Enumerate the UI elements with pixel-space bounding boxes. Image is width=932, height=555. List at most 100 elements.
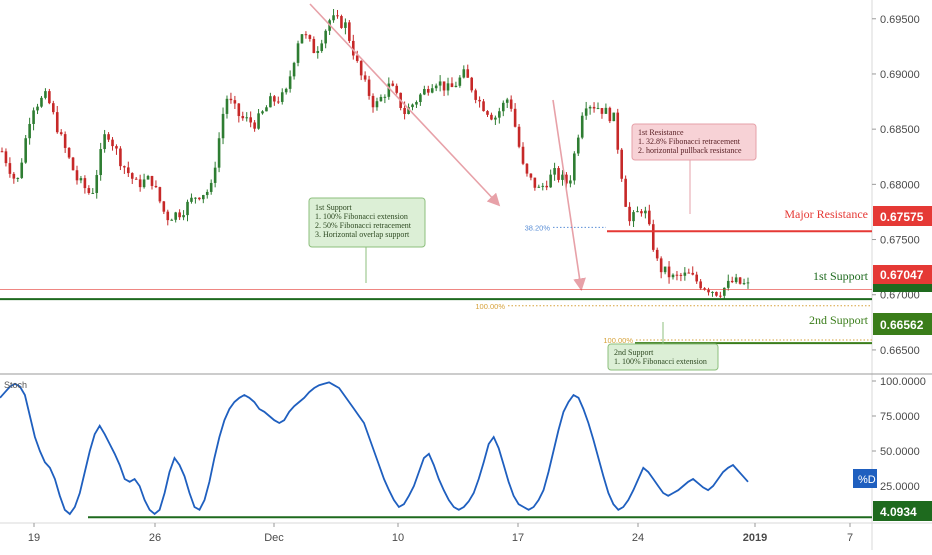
- candle-body: [632, 212, 635, 222]
- stoch-title: Stoch: [4, 380, 27, 390]
- candle-body: [280, 92, 284, 102]
- first-support-box-line-1: 1st Support: [315, 203, 352, 212]
- candle-body: [0, 151, 4, 153]
- candle-body: [537, 186, 541, 188]
- candle-body: [225, 98, 229, 114]
- candle-body: [154, 185, 158, 188]
- candle-body: [300, 34, 304, 44]
- candle-body: [288, 76, 292, 89]
- candle-body: [430, 88, 434, 93]
- candle-body: [340, 16, 343, 28]
- candle-body: [470, 77, 474, 91]
- projection-arrows: [309, 3, 586, 292]
- first-resistance-box: [631, 123, 757, 161]
- candle-body: [174, 212, 177, 220]
- candle-body: [16, 177, 20, 179]
- candle-body: [308, 35, 312, 39]
- candle-body: [490, 114, 493, 120]
- stoch-level-badge-bg: [873, 501, 932, 521]
- candle-body: [466, 69, 470, 78]
- major-resistance-badge-bg: [873, 206, 932, 226]
- candle-body: [478, 99, 481, 102]
- candlestick-series: [0, 9, 750, 300]
- candle-body: [36, 106, 39, 111]
- candle-body: [205, 191, 209, 196]
- first-resistance-annotation[interactable]: 1st Resistance 1. 32.8% Fibonacci retrac…: [631, 123, 757, 214]
- candle-body: [415, 102, 418, 105]
- major-resistance-label: Major Resistance: [784, 207, 868, 221]
- second-support-badge-bg: [873, 313, 932, 335]
- first-resistance-box-line-1: 1st Resistance: [638, 128, 684, 137]
- candle-body: [146, 175, 150, 180]
- time-tick-label: 7: [847, 532, 853, 544]
- candle-body: [580, 115, 584, 138]
- first-support-badge-bg: [873, 265, 932, 284]
- fib-level-label: 38.20%: [525, 223, 551, 232]
- stoch-d-line: [0, 381, 749, 516]
- price-tick-label: 0.69500: [880, 14, 920, 26]
- second-support-annotation[interactable]: 2nd Support 1. 100% Fibonacci extension: [607, 322, 719, 371]
- time-tick-label: 19: [28, 532, 40, 544]
- candle-body: [379, 96, 383, 102]
- candle-body: [584, 108, 588, 116]
- candle-body: [182, 215, 185, 218]
- candle-body: [292, 62, 296, 77]
- candle-body: [671, 274, 675, 278]
- candle-body: [462, 69, 466, 78]
- candle-body: [549, 174, 552, 188]
- stoch-axis: 100.0000 75.0000 50.0000 25.0000: [872, 376, 926, 493]
- second-support-box-line-1: 2nd Support: [614, 348, 654, 357]
- candle-body: [12, 173, 16, 179]
- candle-body: [194, 197, 197, 199]
- candle-body: [687, 272, 691, 274]
- candle-body: [75, 170, 79, 181]
- candle-body: [600, 108, 604, 114]
- candle-body: [71, 157, 75, 171]
- candle-body: [83, 178, 87, 189]
- time-tick-label: 2019: [743, 532, 767, 544]
- candle-body: [640, 211, 643, 214]
- candle-body: [561, 174, 564, 180]
- price-levels: [0, 230, 872, 345]
- candle-body: [730, 280, 734, 283]
- stoch-d-badge: %D: [853, 469, 877, 488]
- stoch-tick-label: 25.0000: [880, 481, 920, 493]
- candle-body: [711, 291, 714, 293]
- candle-body: [59, 132, 63, 135]
- time-axis: 19 26 Dec 10 17 24 2019 7: [28, 523, 853, 544]
- candle-body: [79, 178, 83, 181]
- candle-body: [229, 98, 233, 101]
- candle-body: [213, 167, 217, 183]
- candle-body: [482, 101, 485, 112]
- candle-body: [573, 153, 576, 181]
- candle-body: [241, 116, 245, 119]
- first-support-badge-text: 0.67047: [880, 268, 924, 282]
- candle-body: [48, 91, 51, 104]
- candle-body: [355, 55, 359, 61]
- candle-body: [170, 219, 174, 221]
- candle-body: [569, 180, 572, 184]
- candle-body: [699, 281, 702, 289]
- first-support-annotation[interactable]: 1st Support 1. 100% Fibonacci extension …: [308, 197, 426, 283]
- candle-body: [28, 123, 31, 139]
- candle-body: [332, 15, 335, 21]
- candle-body: [324, 30, 327, 44]
- candle-body: [209, 182, 213, 192]
- candle-body: [545, 185, 548, 188]
- candle-body: [411, 104, 414, 108]
- candle-body: [648, 210, 651, 225]
- candle-body: [202, 195, 205, 200]
- candle-body: [454, 85, 458, 88]
- candle-body: [91, 192, 95, 194]
- candle-body: [111, 139, 114, 147]
- candle-body: [40, 97, 43, 107]
- candle-body: [509, 99, 513, 109]
- candle-body: [541, 185, 545, 187]
- candle-body: [513, 108, 517, 127]
- candle-body: [592, 106, 596, 109]
- candle-body: [675, 274, 679, 276]
- second-support-badge: 0.66562: [873, 313, 932, 335]
- candle-body: [683, 272, 687, 276]
